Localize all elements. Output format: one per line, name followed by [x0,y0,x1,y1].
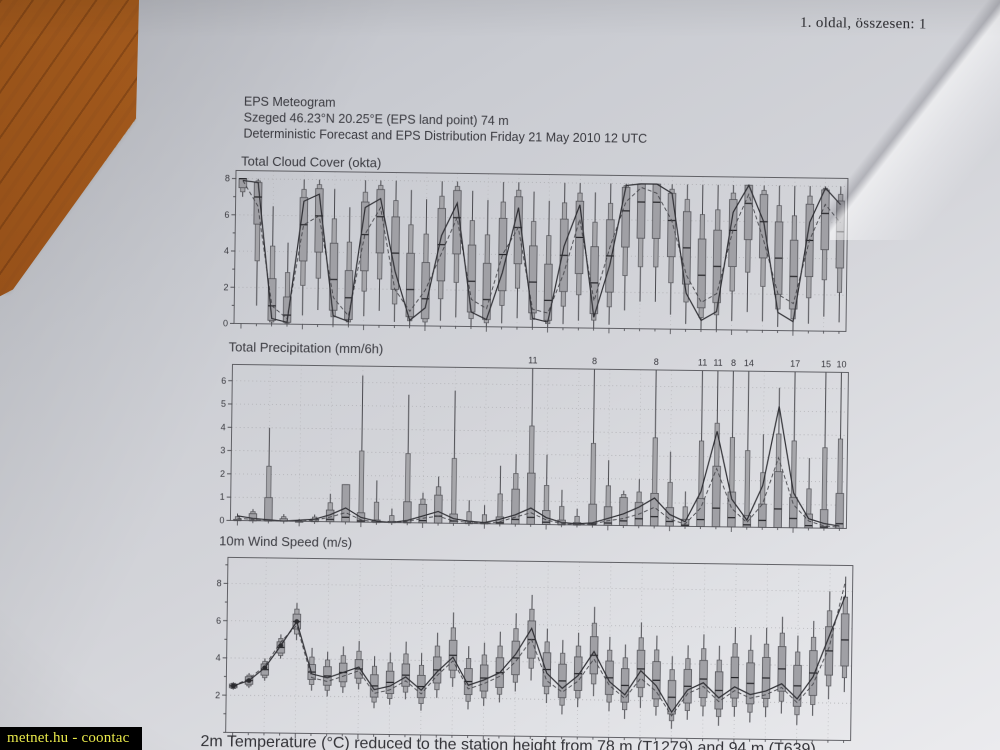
svg-text:5: 5 [221,399,226,409]
svg-text:10: 10 [836,359,846,369]
svg-text:0: 0 [223,318,228,328]
watermark-badge: metnet.hu - coontac [0,727,142,750]
svg-text:6: 6 [221,376,226,386]
svg-text:17: 17 [790,359,800,369]
svg-text:0: 0 [219,515,224,525]
precipitation-chart: 0 1 2 3 4 5 6 11 8 8 11 11 8 14 17 15 10 [219,355,849,533]
svg-text:8: 8 [654,357,659,367]
svg-text:8: 8 [217,578,222,588]
wind-speed-chart: 2 4 6 8 [215,556,854,745]
svg-text:6: 6 [216,616,221,626]
svg-text:2: 2 [220,469,225,479]
svg-text:14: 14 [744,358,754,368]
svg-text:8: 8 [592,356,597,366]
svg-text:4: 4 [216,653,221,663]
wind-speed-chart-title: 10m Wind Speed (m/s) [219,533,353,551]
svg-text:8: 8 [225,173,230,183]
document-header: EPS Meteogram Szeged 46.23°N 20.25°E (EP… [243,94,647,147]
svg-text:4: 4 [221,422,226,432]
svg-text:11: 11 [528,355,537,365]
svg-text:6: 6 [224,210,229,220]
svg-text:1: 1 [220,492,225,502]
svg-text:4: 4 [224,246,229,256]
svg-text:8: 8 [731,358,736,368]
cloud-cover-chart: 0 2 4 6 8 [223,169,849,336]
svg-text:2: 2 [215,690,220,700]
svg-text:15: 15 [821,359,831,369]
svg-text:3: 3 [220,445,225,455]
page-number: 1. oldal, összesen: 1 [799,14,927,33]
svg-text:11: 11 [698,358,707,368]
svg-text:2: 2 [223,282,228,292]
svg-text:11: 11 [713,358,722,368]
